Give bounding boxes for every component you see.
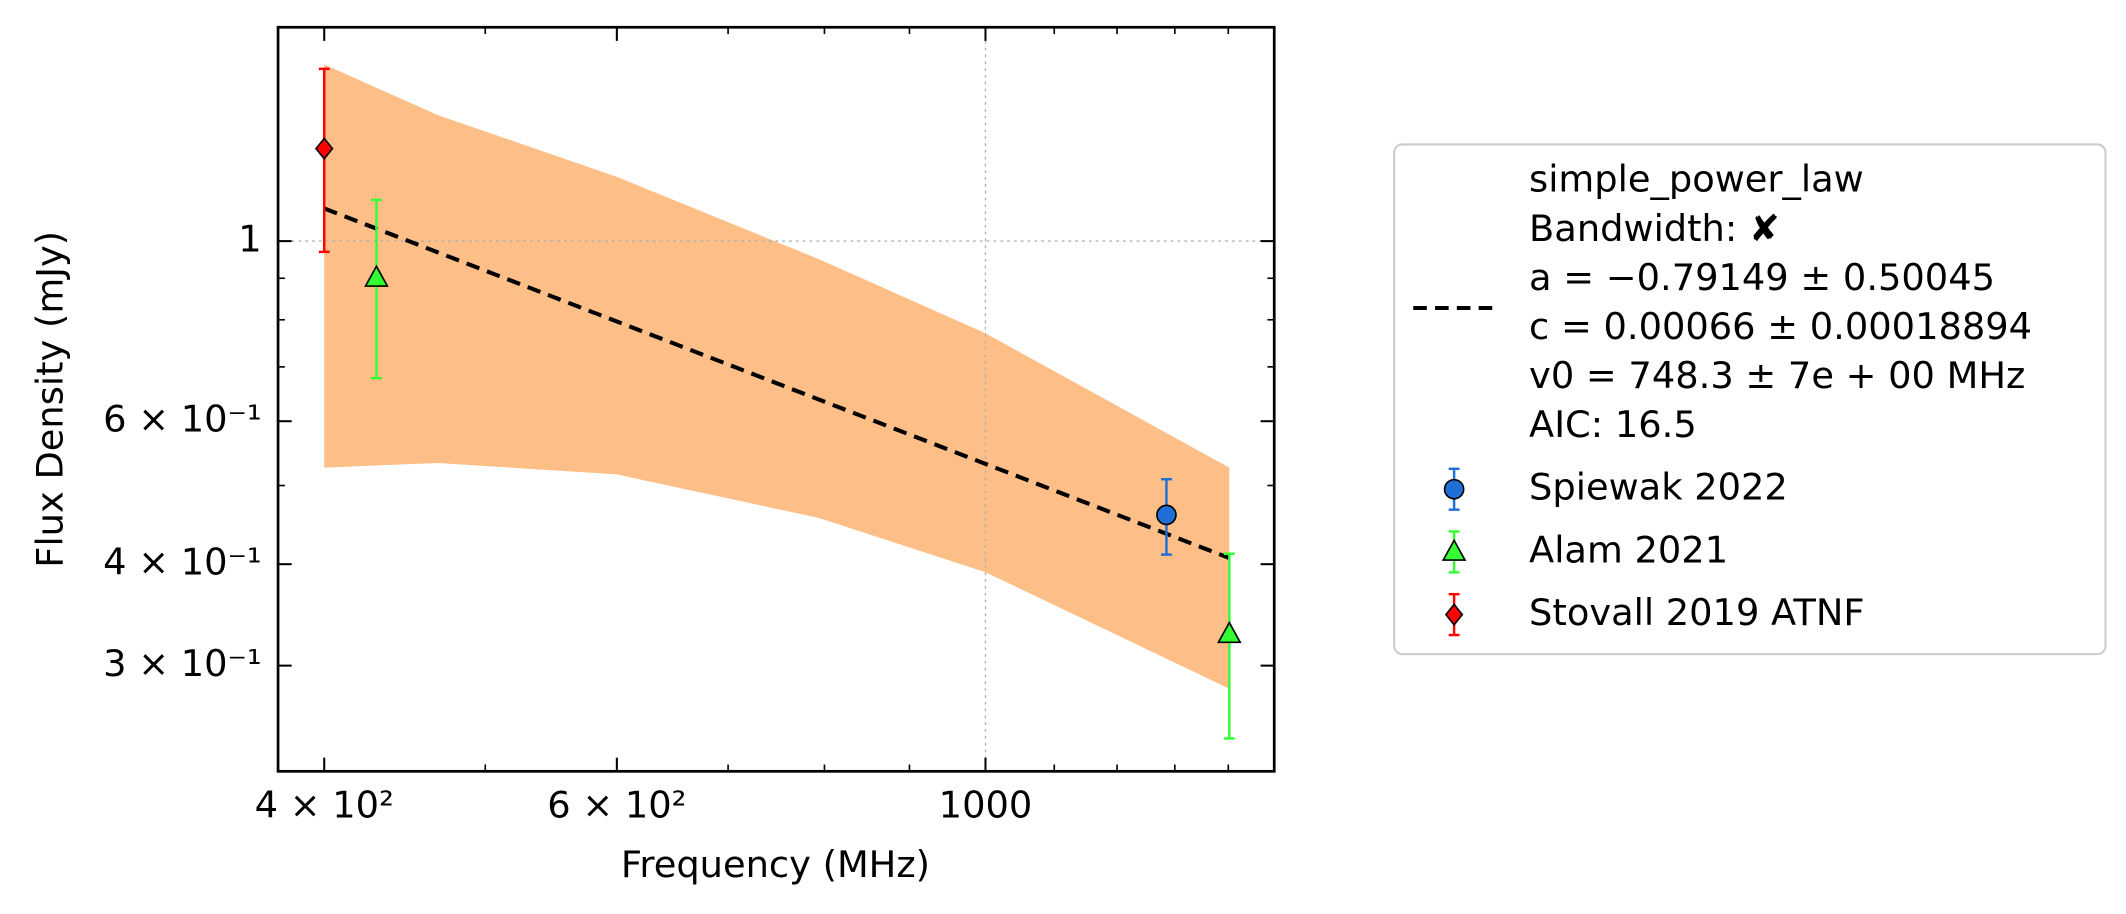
y-tick-label: 4 × 10⁻¹ — [103, 541, 262, 584]
y-tick-label: 1 — [238, 218, 261, 261]
marker — [1217, 620, 1242, 644]
legend-label: Spiewak 2022 — [1529, 466, 1788, 509]
y-axis-label: Flux Density (mJy) — [28, 231, 71, 568]
y-tick-label: 6 × 10⁻¹ — [103, 398, 262, 441]
legend-label: c = 0.00066 ± 0.00018894 — [1529, 305, 2032, 348]
confidence-band — [324, 64, 1230, 689]
legend-box — [1393, 143, 2107, 656]
legend-marker — [1441, 538, 1467, 561]
legend-label: Alam 2021 — [1529, 528, 1728, 571]
y-tick-label: 3 × 10⁻¹ — [103, 642, 262, 685]
legend-marker — [1444, 603, 1464, 627]
marker — [364, 264, 389, 287]
fit-line — [323, 206, 1231, 560]
x-tick-label: 1000 — [939, 783, 1033, 826]
legend-label: simple_power_law — [1529, 158, 1864, 201]
legend-marker — [1443, 478, 1465, 500]
axes-frame — [276, 25, 1276, 773]
legend-label: a = −0.79149 ± 0.50045 — [1529, 256, 1995, 299]
x-axis-label: Frequency (MHz) — [621, 843, 930, 886]
legend-label: Bandwidth: ✘ — [1529, 207, 1780, 250]
legend-label: v0 = 748.3 ± 7e + 00 MHz — [1529, 354, 2025, 397]
legend-label: AIC: 16.5 — [1529, 403, 1697, 446]
legend-label: Stovall 2019 ATNF — [1529, 591, 1864, 634]
marker — [315, 137, 334, 161]
marker — [1156, 504, 1177, 526]
x-tick-label: 6 × 10² — [547, 783, 686, 826]
x-tick-label: 4 × 10² — [255, 783, 394, 826]
